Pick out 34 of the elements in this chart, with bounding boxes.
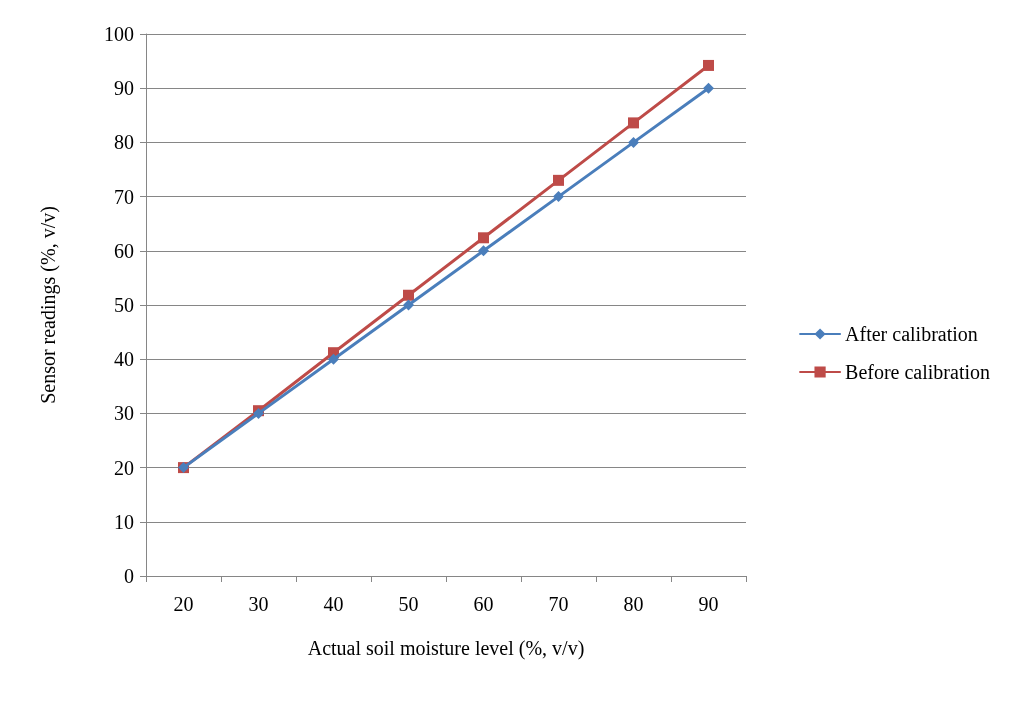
point (703, 59, 714, 71)
point (478, 232, 489, 244)
x-axis-title: Actual soil moisture level (%, v/v) (307, 637, 585, 660)
y-tick-label: 0 (124, 565, 134, 587)
y-tick-label: 80 (114, 131, 134, 154)
y-axis-title: Sensor readings (%, v/v) (37, 206, 60, 404)
y-tick-label: 40 (114, 348, 134, 371)
point (553, 191, 564, 203)
y-tick-label: 50 (114, 294, 134, 316)
point (628, 136, 639, 148)
x-tick-label: 60 (473, 593, 494, 615)
point (403, 289, 414, 301)
x-tick-label: 80 (623, 593, 644, 615)
y-tick-label: 10 (114, 510, 134, 533)
y-tick-label: 100 (104, 23, 134, 45)
y-tick-label: 60 (114, 239, 134, 262)
y-tick-label: 90 (114, 77, 134, 100)
point (328, 353, 339, 365)
legend-label: After calibration (845, 323, 978, 345)
y-tick-label: 30 (114, 402, 134, 425)
legend-label: Before calibration (845, 361, 991, 383)
y-tick-label: 20 (114, 456, 134, 479)
point (403, 299, 414, 311)
x-tick-label: 40 (323, 593, 344, 615)
point (628, 117, 639, 129)
point (703, 82, 714, 94)
x-tick-label: 30 (248, 593, 269, 615)
x-tick-label: 20 (173, 593, 194, 615)
x-tick-label: 50 (398, 593, 419, 615)
point (478, 245, 489, 257)
x-tick-label: 70 (548, 593, 569, 615)
point (553, 174, 564, 186)
y-tick-label: 70 (114, 185, 134, 208)
x-tick-label: 90 (698, 593, 719, 615)
